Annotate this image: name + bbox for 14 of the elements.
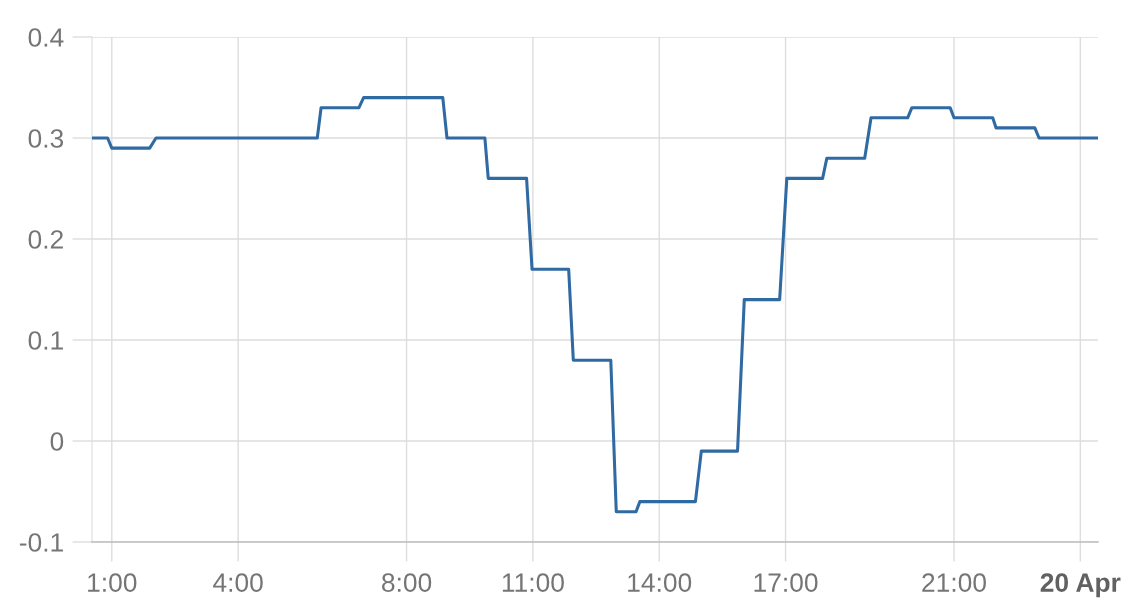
x-tick-label: 17:00 <box>754 573 818 592</box>
y-tick-label: 0.3 <box>28 129 64 148</box>
y-tick-label: -0.1 <box>19 533 63 552</box>
x-tick-label: 4:00 <box>213 573 263 592</box>
x-tick-label: 14:00 <box>628 573 692 592</box>
y-tick-label: 0.2 <box>28 230 63 249</box>
x-tick-label: 21:00 <box>922 573 986 592</box>
y-tick-label: 0.4 <box>28 28 64 47</box>
x-tick-label: 20 Apr <box>1040 573 1121 598</box>
x-tick-label: 11:00 <box>502 573 564 592</box>
x-tick-label: 1:00 <box>88 573 137 592</box>
y-tick-label: 0.1 <box>28 331 63 350</box>
y-tick-label: 0 <box>50 432 64 451</box>
x-tick-label: 8:00 <box>382 573 432 592</box>
